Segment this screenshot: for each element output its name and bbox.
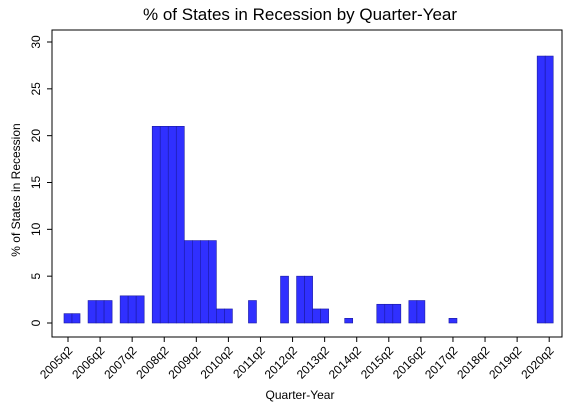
bar [63, 313, 73, 324]
bar [224, 308, 233, 324]
y-tick-label: 30 [29, 35, 43, 49]
x-tick-label: 2014q2 [326, 343, 364, 381]
bar [71, 313, 81, 324]
bar [119, 295, 129, 324]
bar [312, 308, 321, 324]
bar [376, 303, 386, 324]
bar [208, 240, 217, 324]
bar [416, 300, 426, 324]
bar [536, 55, 546, 324]
y-tick-label: 15 [29, 176, 43, 190]
x-tick-label: 2017q2 [422, 343, 460, 381]
x-tick-label: 2020q2 [518, 343, 556, 381]
y-tick-label: 0 [29, 319, 43, 326]
x-tick-label: 2011q2 [230, 343, 268, 381]
bar [280, 275, 289, 324]
x-tick-label: 2019q2 [486, 343, 524, 381]
bar [448, 318, 458, 324]
x-axis-label: Quarter-Year [266, 388, 335, 402]
bar [103, 300, 113, 324]
y-tick-label: 5 [29, 273, 43, 280]
bar [216, 308, 225, 324]
bar [159, 126, 169, 324]
bar [135, 295, 145, 324]
bar [344, 318, 354, 324]
bar [320, 308, 329, 324]
chart-title: % of States in Recession by Quarter-Year [143, 5, 457, 24]
y-tick-label: 20 [29, 129, 43, 143]
bar [296, 275, 305, 324]
bar [304, 275, 313, 324]
bar [544, 55, 554, 324]
x-tick-label: 2006q2 [69, 343, 107, 381]
y-tick-label: 25 [29, 82, 43, 96]
bar [183, 240, 193, 324]
bar [248, 300, 257, 324]
x-tick-label: 2009q2 [165, 343, 203, 381]
bar [175, 126, 185, 324]
bar [151, 126, 161, 324]
bar [167, 126, 177, 324]
bar [192, 240, 201, 324]
bar [392, 303, 402, 324]
y-tick-label: 10 [29, 222, 43, 236]
x-tick-label: 2016q2 [390, 343, 428, 381]
x-tick-label: 2018q2 [454, 343, 492, 381]
x-tick-label: 2012q2 [262, 343, 300, 381]
x-tick-label: 2013q2 [294, 343, 332, 381]
x-tick-label: 2007q2 [101, 343, 139, 381]
y-axis-label: % of States in Recession [9, 123, 23, 256]
bar [95, 300, 105, 324]
x-tick-label: 2015q2 [358, 343, 396, 381]
plot-frame [51, 29, 563, 338]
bar [384, 303, 394, 324]
bar [87, 300, 97, 324]
x-tick-label: 2010q2 [198, 343, 236, 381]
x-tick-label: 2005q2 [37, 343, 75, 381]
x-tick-label: 2008q2 [133, 343, 171, 381]
bar [127, 295, 137, 324]
bar [200, 240, 209, 324]
bar [408, 300, 418, 324]
